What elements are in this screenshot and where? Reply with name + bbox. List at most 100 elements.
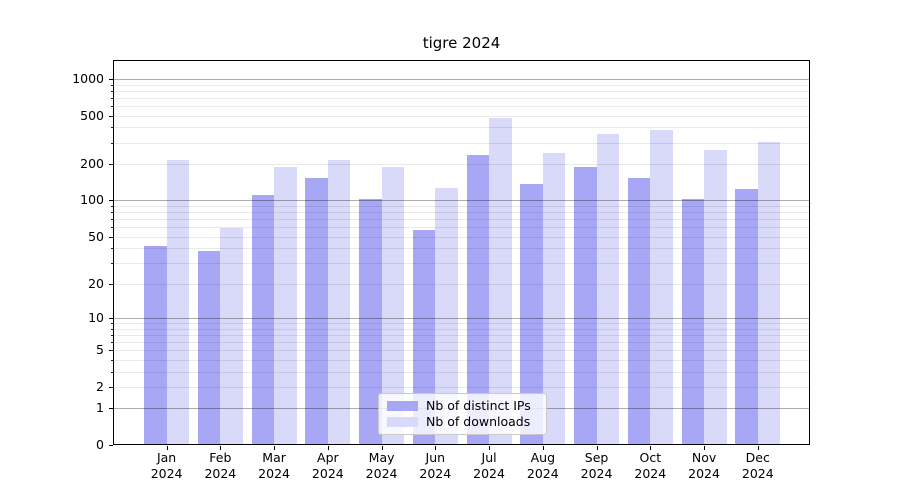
y-minor-tick-mark xyxy=(110,212,113,214)
bar-nb-of-downloads-mar xyxy=(274,166,297,445)
y-minor-tick-mark xyxy=(110,263,113,265)
y-minor-tick-mark xyxy=(110,105,113,107)
y-minor-tick-mark xyxy=(110,323,113,324)
x-tick-year: 2024 xyxy=(741,466,774,481)
y-minor-tick-mark xyxy=(110,97,113,99)
minor-gridline xyxy=(113,127,810,129)
x-tick-year: 2024 xyxy=(311,466,344,481)
minor-gridline xyxy=(113,328,810,330)
y-minor-tick-mark xyxy=(110,205,113,207)
y-minor-tick-mark xyxy=(110,115,113,117)
x-tick-label: Sep 2024 xyxy=(565,450,629,482)
y-minor-tick-mark xyxy=(110,248,113,250)
x-tick-year: 2024 xyxy=(258,466,290,481)
minor-gridline xyxy=(113,323,810,324)
minor-gridline xyxy=(113,164,810,165)
x-tick-year: 2024 xyxy=(204,466,237,481)
x-tick-year: 2024 xyxy=(634,466,667,481)
y-tick-label: 10 xyxy=(88,309,104,325)
x-tick-month: Dec xyxy=(745,450,770,465)
y-minor-tick-mark xyxy=(110,283,113,285)
bar-nb-of-distinct-ips-feb xyxy=(197,250,221,445)
x-tick-mark xyxy=(274,446,276,450)
y-minor-tick-mark xyxy=(110,90,113,92)
y-tick-mark xyxy=(109,317,113,319)
minor-gridline xyxy=(113,341,810,343)
x-tick-month: May xyxy=(368,450,395,465)
legend-label: Nb of distinct IPs xyxy=(426,398,531,413)
major-gridline xyxy=(113,78,810,80)
y-tick-label: 0 xyxy=(96,437,104,452)
x-tick-mark xyxy=(435,446,437,450)
minor-gridline xyxy=(113,334,810,336)
minor-gridline xyxy=(113,90,810,92)
bar-nb-of-distinct-ips-aug xyxy=(520,183,543,445)
bar-nb-of-downloads-oct xyxy=(650,129,673,445)
minor-gridline xyxy=(113,263,810,265)
bar-nb-of-distinct-ips-may xyxy=(359,199,382,445)
x-tick-year: 2024 xyxy=(688,466,720,481)
x-tick-mark xyxy=(489,446,491,450)
y-minor-tick-mark xyxy=(110,359,113,361)
minor-gridline xyxy=(113,350,810,352)
legend-swatch-nb-of-distinct-ips xyxy=(387,401,418,411)
x-tick-mark xyxy=(327,446,329,450)
y-minor-tick-mark xyxy=(110,142,113,144)
minor-gridline xyxy=(113,142,810,144)
x-tick-label: Aug 2024 xyxy=(511,450,575,482)
y-tick-mark xyxy=(109,200,113,202)
plot-area xyxy=(113,60,810,445)
minor-gridline xyxy=(113,97,810,99)
minor-gridline xyxy=(113,212,810,214)
bar-nb-of-downloads-jun xyxy=(435,188,458,445)
y-minor-tick-mark xyxy=(110,350,113,352)
minor-gridline xyxy=(113,371,810,373)
x-tick-month: Mar xyxy=(262,450,286,465)
y-tick-label: 1 xyxy=(96,400,104,416)
bar-nb-of-downloads-jul xyxy=(489,118,512,445)
bar-nb-of-distinct-ips-jul xyxy=(466,155,490,445)
minor-gridline xyxy=(113,115,810,117)
bar-nb-of-distinct-ips-jan xyxy=(144,245,167,445)
minor-gridline xyxy=(113,236,810,238)
x-tick-mark xyxy=(166,446,168,450)
minor-gridline xyxy=(113,227,810,229)
major-gridline xyxy=(113,317,810,319)
bar-nb-of-downloads-sep xyxy=(596,134,620,445)
minor-gridline xyxy=(113,359,810,361)
x-tick-month: Oct xyxy=(639,450,662,465)
x-tick-label: Jun 2024 xyxy=(403,450,467,482)
x-tick-year: 2024 xyxy=(526,466,559,481)
bar-nb-of-downloads-nov xyxy=(704,149,727,445)
bar-nb-of-downloads-feb xyxy=(220,228,243,445)
x-tick-month: Jun xyxy=(425,450,446,465)
y-minor-tick-mark xyxy=(110,371,113,373)
bar-nb-of-distinct-ips-oct xyxy=(627,177,651,445)
minor-gridline xyxy=(113,386,810,388)
x-tick-month: Aug xyxy=(530,450,556,465)
legend-label: Nb of downloads xyxy=(426,414,531,429)
minor-gridline xyxy=(113,205,810,207)
bar-nb-of-distinct-ips-nov xyxy=(681,199,705,445)
bar-nb-of-downloads-dec xyxy=(757,142,781,445)
grid-layer xyxy=(113,60,810,445)
bars-layer xyxy=(113,60,810,445)
x-tick-month: Sep xyxy=(584,450,609,465)
bar-nb-of-distinct-ips-sep xyxy=(574,167,597,445)
bar-nb-of-distinct-ips-apr xyxy=(305,178,328,445)
y-minor-tick-mark xyxy=(110,386,113,388)
x-tick-mark xyxy=(757,446,759,450)
y-minor-tick-mark xyxy=(110,219,113,221)
y-tick-label: 20 xyxy=(88,275,104,291)
minor-gridline xyxy=(113,248,810,250)
y-minor-tick-mark xyxy=(110,227,113,229)
y-tick-mark xyxy=(109,445,113,446)
x-tick-label: Jul 2024 xyxy=(457,450,521,482)
x-tick-month: Jul xyxy=(481,450,497,465)
major-gridline xyxy=(113,200,810,202)
x-tick-mark xyxy=(596,446,598,450)
bar-nb-of-distinct-ips-jun xyxy=(412,229,436,445)
minor-gridline xyxy=(113,219,810,221)
x-tick-mark xyxy=(650,446,652,450)
x-tick-mark xyxy=(704,446,706,450)
